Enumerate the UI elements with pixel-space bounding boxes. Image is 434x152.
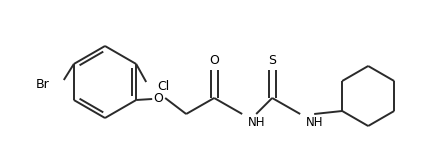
Text: NH: NH — [306, 116, 324, 128]
Text: Br: Br — [36, 78, 50, 92]
Text: O: O — [153, 92, 163, 105]
Text: Cl: Cl — [157, 79, 169, 93]
Text: O: O — [209, 55, 219, 67]
Text: S: S — [268, 55, 276, 67]
Text: NH: NH — [248, 116, 266, 128]
